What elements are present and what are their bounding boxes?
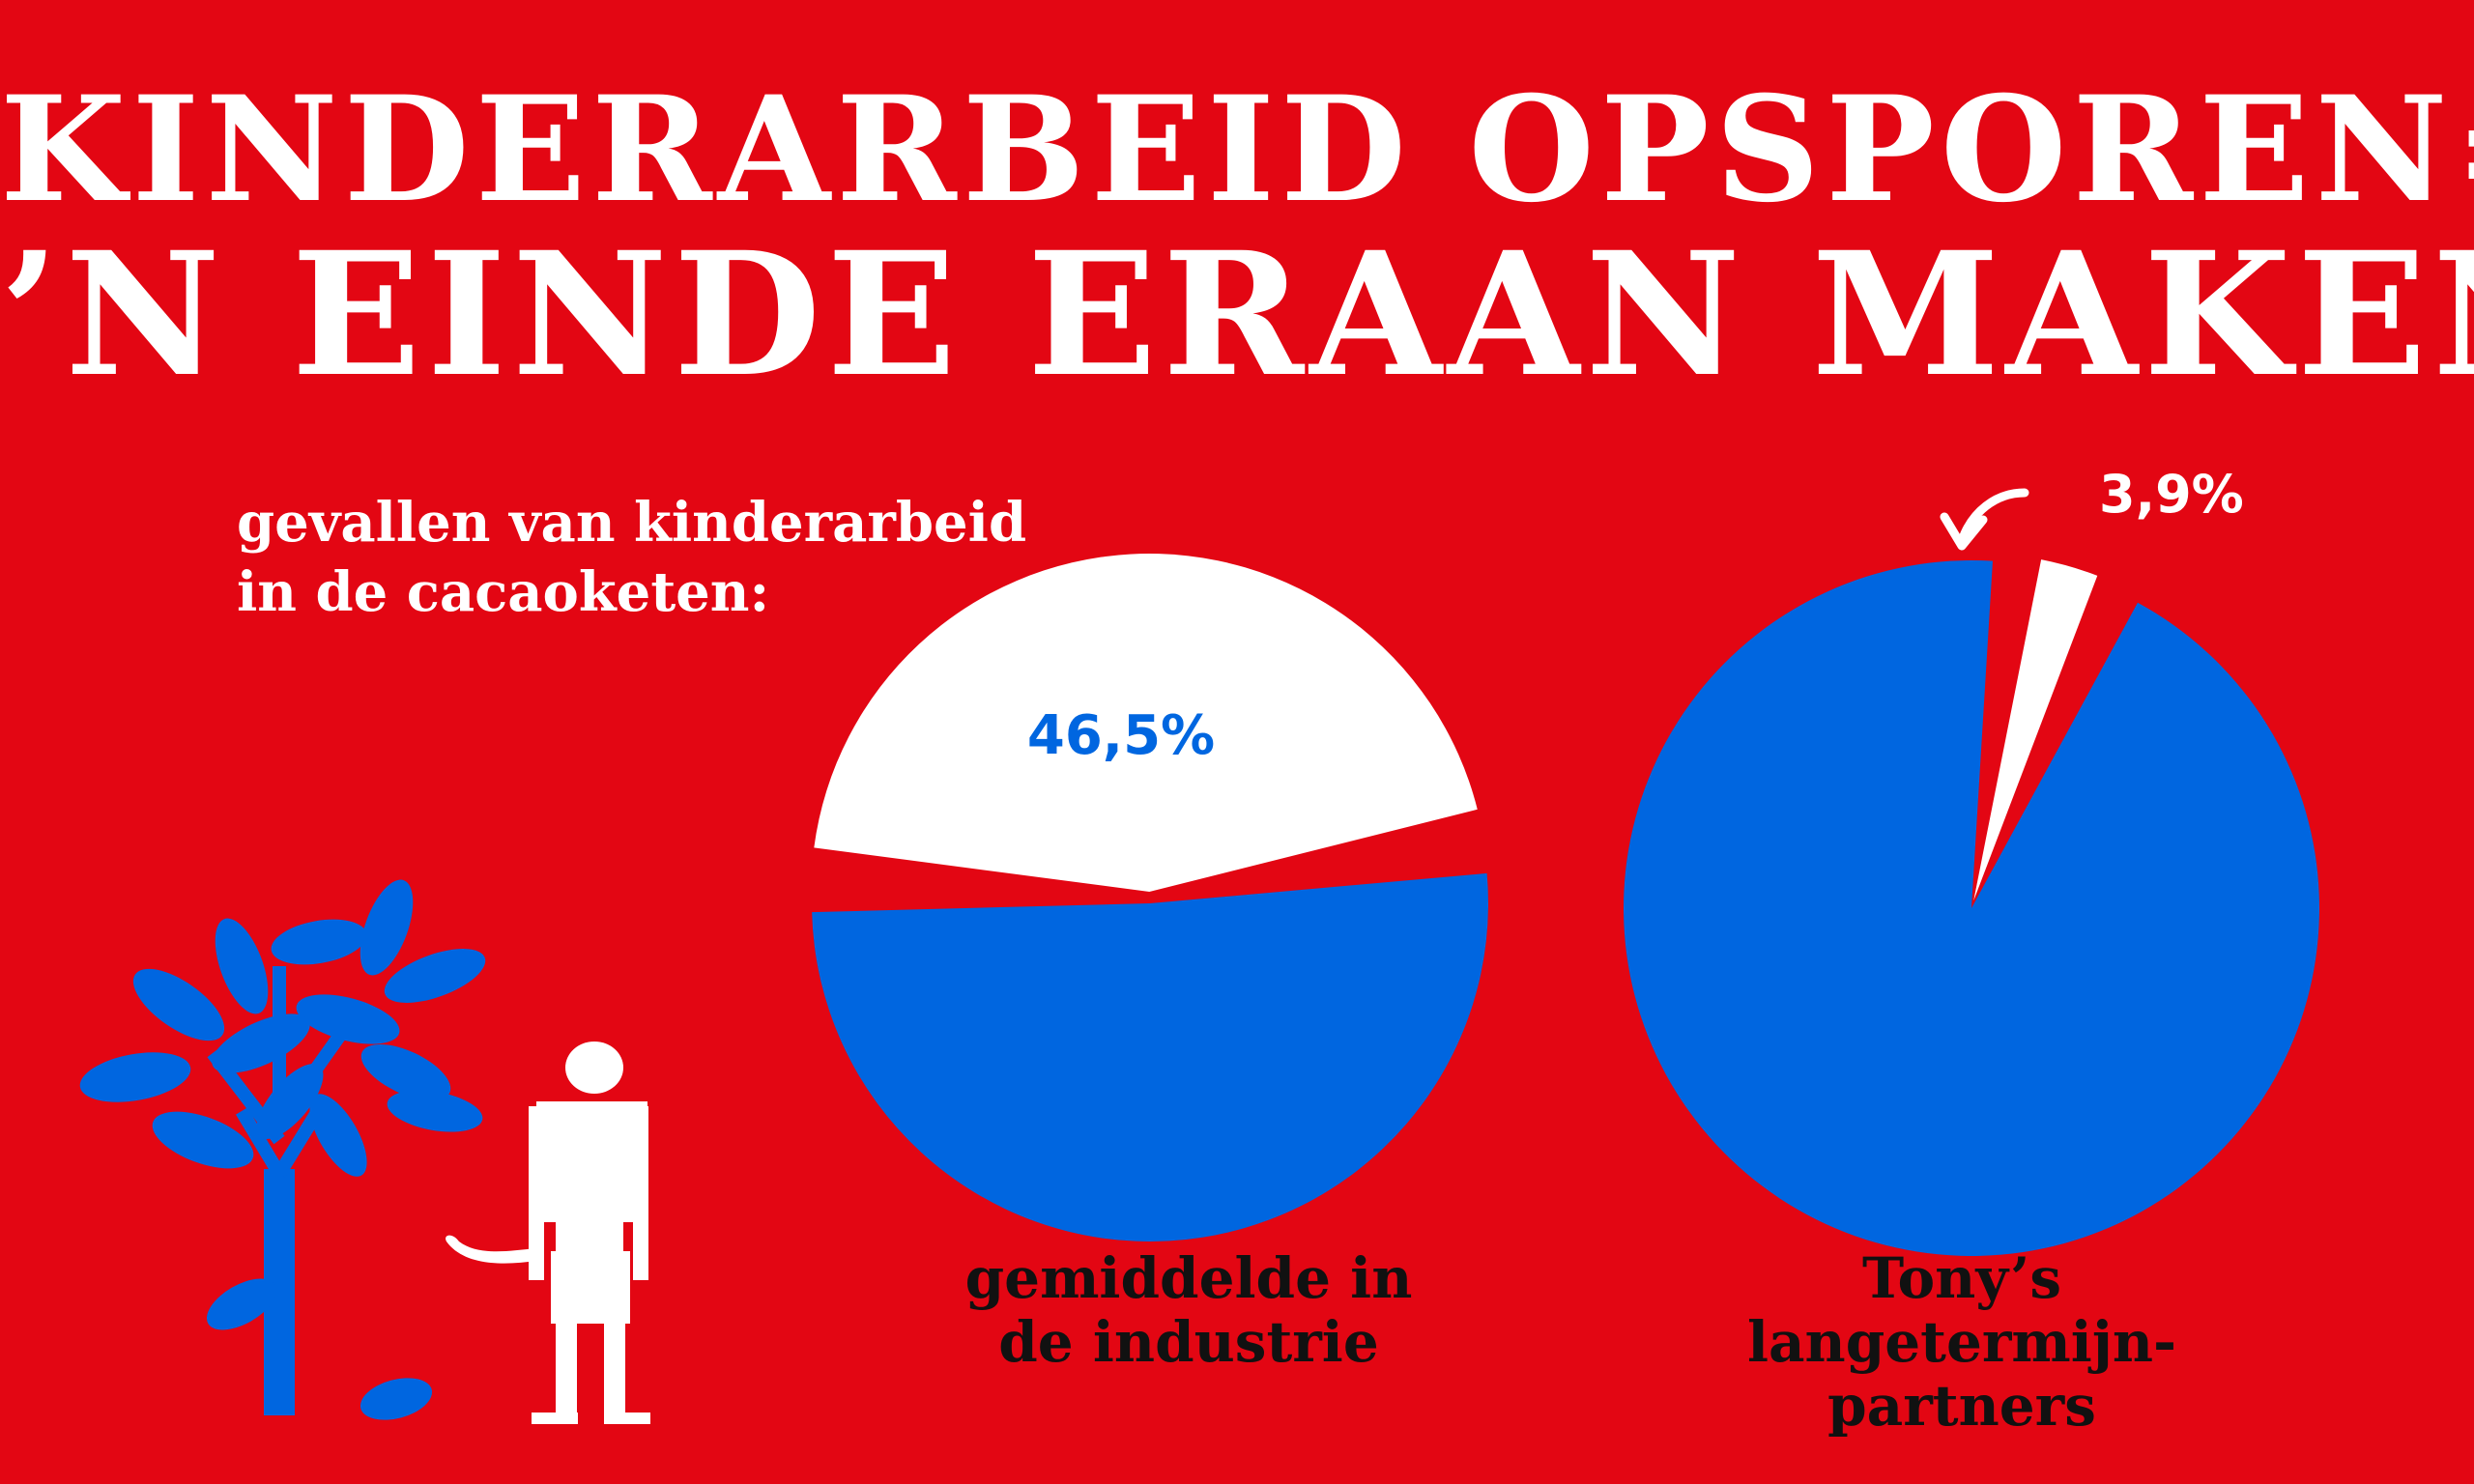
subtitle-line-1: gevallen van kinderarbeid	[237, 491, 1027, 555]
pie-caption-industry: gemiddelde in de industrie	[870, 1246, 1508, 1374]
callout-arrow-icon	[1957, 488, 2029, 546]
caption-line: gemiddelde in	[964, 1245, 1413, 1311]
caption-line: de industrie	[998, 1309, 1379, 1375]
pie-slice	[1973, 559, 2098, 901]
subtitle-line-2: in de cacaoketen:	[237, 560, 770, 624]
pie-slice	[814, 554, 1478, 893]
pie-slice	[1623, 559, 2319, 1256]
pie-chart-industry: 46,5%	[812, 554, 1488, 1242]
chart-subtitle: gevallen van kinderarbeid in de cacaoket…	[237, 488, 1026, 627]
callout-arrow-head-icon	[1940, 512, 1988, 551]
cocoa-tree-icon	[79, 879, 486, 1420]
caption-line: Tony’s	[1861, 1245, 2062, 1311]
headline-line-1: KINDERARBEID OPSPOREN=	[0, 65, 2474, 235]
caption-line: langetermijn-	[1746, 1309, 2177, 1375]
caption-line: partners	[1827, 1373, 2096, 1439]
headline-line-2: ’N EINDE ERAAN MAKEN	[0, 214, 2474, 414]
pie-slice-label: 3,9%	[2099, 464, 2244, 525]
pie-slice	[812, 872, 1488, 1242]
pie-chart-tonys: 3,9%	[1623, 464, 2319, 1256]
pie-caption-tonys: Tony’s langetermijn- partners	[1643, 1246, 2281, 1438]
pie-slice-label: 46,5%	[1027, 704, 1215, 767]
child-worker-icon	[446, 1042, 650, 1424]
